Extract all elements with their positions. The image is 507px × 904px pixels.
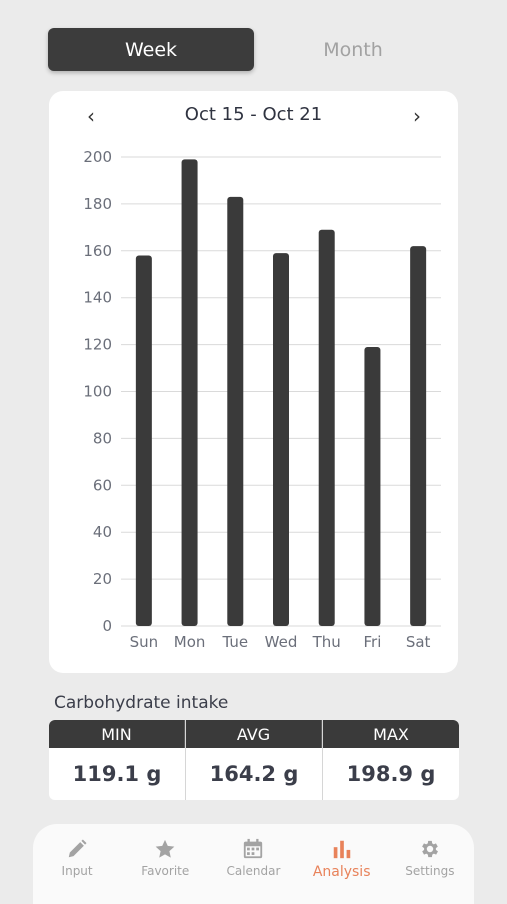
calendar-icon (244, 838, 263, 859)
stat-max-label: MAX (323, 720, 459, 748)
chart-card: ‹ Oct 15 - Oct 21 › 0 20 40 60 80 100 120 140 16… (49, 91, 458, 673)
tab-favorite[interactable]: Favorite (125, 838, 205, 904)
stat-min: MIN 119.1 g (49, 720, 186, 800)
x-tick-label: Thu (312, 633, 341, 651)
gear-icon (421, 840, 438, 858)
bar-thu[interactable] (318, 229, 335, 626)
y-tick-label: 0 (102, 617, 112, 635)
stat-min-label: MIN (49, 720, 185, 748)
bottom-tab-bar: Input Favorite Calendar Analysis (33, 824, 474, 904)
y-tick-label: 80 (93, 429, 112, 447)
chevron-right-icon: › (413, 104, 421, 128)
bar-mon[interactable] (181, 159, 198, 626)
x-tick-label: Tue (221, 633, 248, 651)
stat-max-value: 198.9 g (346, 762, 436, 786)
carb-bar-chart: 0 20 40 60 80 100 120 140 160 180 200 Sun Mon Tue Wed T… (83, 148, 441, 651)
stat-avg-label: AVG (186, 720, 322, 748)
next-week-button[interactable]: › (405, 105, 429, 127)
tab-input[interactable]: Input (37, 838, 117, 904)
stat-min-value: 119.1 g (72, 762, 162, 786)
bar-tue[interactable] (227, 196, 244, 626)
star-icon (155, 839, 175, 858)
stats-title: Carbohydrate intake (54, 693, 229, 713)
y-tick-label: 200 (83, 148, 112, 166)
bar-fri[interactable] (364, 346, 381, 626)
x-tick-label: Sun (130, 633, 159, 651)
x-tick-label: Sat (406, 633, 431, 651)
prev-week-button[interactable]: ‹ (79, 105, 103, 127)
y-tick-label: 180 (83, 195, 112, 213)
stat-max: MAX 198.9 g (323, 720, 459, 800)
tab-favorite-label: Favorite (141, 864, 190, 878)
tab-settings[interactable]: Settings (390, 838, 470, 904)
pencil-icon (68, 839, 87, 858)
tab-calendar-label: Calendar (226, 864, 281, 878)
bar-sat[interactable] (410, 246, 427, 627)
x-tick-label: Fri (363, 633, 381, 651)
week-tab[interactable]: Week (48, 28, 254, 71)
y-tick-label: 20 (93, 570, 112, 588)
tab-analysis-label: Analysis (312, 864, 371, 880)
tab-input-label: Input (61, 864, 93, 878)
bar-chart-icon (333, 840, 350, 859)
date-range-title: Oct 15 - Oct 21 (184, 104, 323, 125)
x-tick-label: Wed (265, 633, 298, 651)
bar-sun[interactable] (135, 255, 152, 627)
x-tick-label: Mon (174, 633, 206, 651)
y-tick-label: 160 (83, 242, 112, 260)
tab-settings-label: Settings (405, 864, 455, 878)
period-segmented-control: Week Month (48, 28, 456, 72)
y-tick-label: 60 (93, 476, 112, 494)
month-tab[interactable]: Month (323, 38, 383, 61)
y-tick-label: 120 (83, 336, 112, 354)
stats-table: MIN 119.1 g AVG 164.2 g MAX 198.9 g (49, 720, 459, 800)
chevron-left-icon: ‹ (87, 104, 95, 128)
y-tick-label: 100 (83, 383, 112, 401)
stat-avg-value: 164.2 g (209, 762, 299, 786)
stat-avg: AVG 164.2 g (186, 720, 323, 800)
y-tick-label: 40 (93, 523, 112, 541)
y-tick-label: 140 (83, 289, 112, 307)
tab-analysis[interactable]: Analysis (302, 838, 382, 904)
tab-calendar[interactable]: Calendar (213, 838, 293, 904)
bar-wed[interactable] (273, 253, 289, 626)
